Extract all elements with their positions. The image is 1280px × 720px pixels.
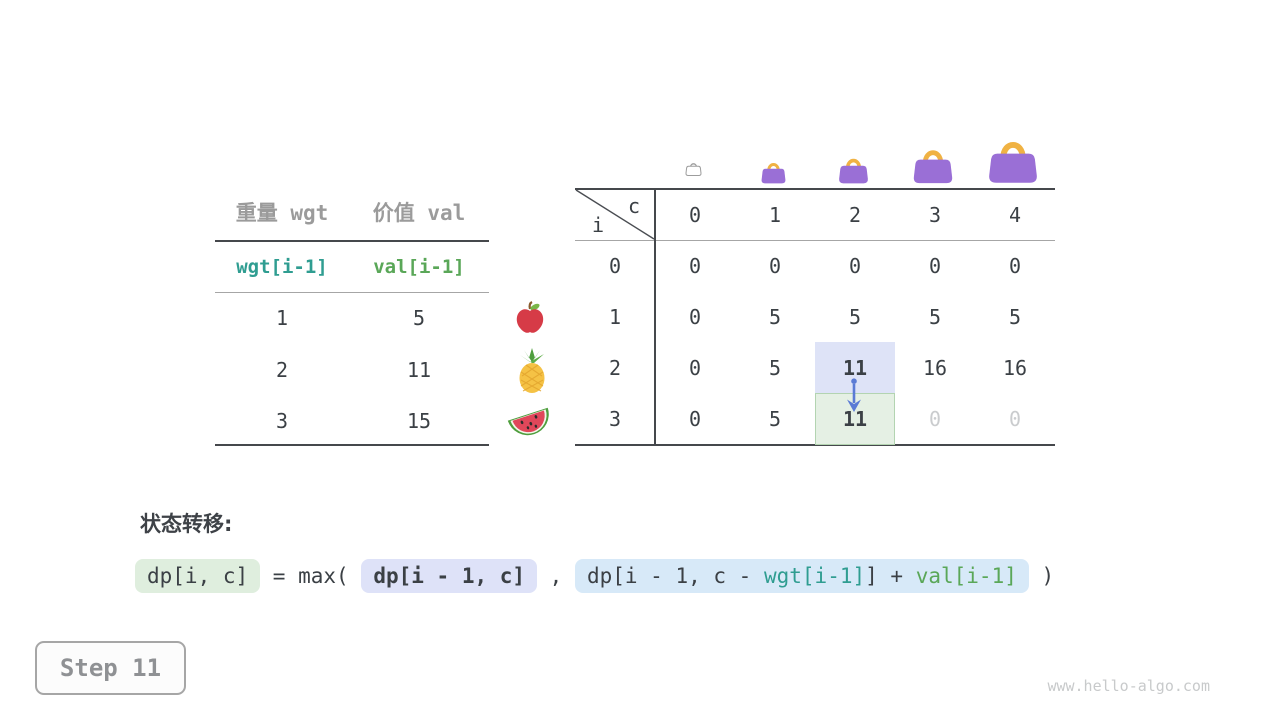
dp-row-label-3: 3: [608, 407, 622, 431]
dp-cell-0-2: 0: [848, 253, 862, 278]
dp-table-bottom-rule: [575, 444, 1055, 446]
corner-diagonal-line: [575, 189, 655, 240]
item-1-value: 5: [412, 306, 426, 330]
state-transition-label: 状态转移:: [140, 512, 233, 536]
items-index-val: val[i-1]: [373, 256, 465, 278]
items-index-wgt: wgt[i-1]: [236, 256, 328, 278]
items-table-header-rule: [215, 240, 489, 242]
bag-icon-capacity-2: [839, 158, 868, 184]
dp-col-header-1: 1: [768, 202, 782, 227]
dp-cell-2-2-source-highlight: 11: [815, 342, 895, 393]
dp-table-vertical-rule: [654, 189, 656, 445]
dp-cell-0-1: 0: [768, 253, 782, 278]
bag-icon-capacity-0: [685, 163, 702, 176]
formula-arg2-mid: ] +: [865, 564, 916, 588]
formula-arg2-prefix: dp[i - 1, c -: [586, 564, 764, 588]
dp-cell-2-3: 16: [922, 355, 948, 380]
items-col-header-value: 价值 val: [372, 201, 466, 225]
item-1-weight: 1: [275, 306, 289, 330]
item-3-weight: 3: [275, 409, 289, 433]
transition-arrow-icon: [847, 378, 861, 412]
pineapple-icon: [519, 348, 545, 393]
step-badge-label: Step 11: [59, 654, 162, 682]
watermelon-icon: [507, 407, 549, 436]
dp-table: c i 0 1 2 3 4 0 0 0 0 0 0 1 0 5 5 5 5 2 …: [575, 189, 1055, 445]
dp-cell-2-4: 16: [1002, 355, 1028, 380]
watermark-url: www.hello-algo.com: [1047, 677, 1210, 695]
dp-cell-3-0: 0: [688, 407, 702, 431]
dp-col-header-2: 2: [848, 202, 862, 227]
formula-closing-paren: ): [1028, 564, 1055, 588]
dp-col-header-3: 3: [928, 202, 942, 227]
corner-col-label: c: [627, 194, 640, 218]
dp-cell-1-3: 5: [928, 304, 942, 329]
item-2-weight: 2: [275, 358, 289, 382]
step-badge: Step 11: [35, 641, 186, 695]
dp-cell-1-2: 5: [848, 304, 862, 329]
corner-row-label: i: [592, 213, 605, 237]
dp-cell-1-0: 0: [688, 304, 702, 329]
dp-row-label-0: 0: [608, 253, 622, 278]
dp-row-label-1: 1: [608, 304, 622, 329]
dp-col-header-4: 4: [1008, 202, 1022, 227]
bag-icon-capacity-3: [913, 150, 953, 184]
formula-separator: ,: [537, 564, 575, 588]
items-table-bottom-rule: [215, 444, 489, 446]
state-transition-formula: dp[i, c] = max( dp[i - 1, c] , dp[i - 1,…: [135, 559, 1054, 593]
formula-equals-max: = max(: [260, 564, 362, 588]
formula-lhs: dp[i, c]: [135, 559, 261, 593]
dp-cell-0-0: 0: [688, 253, 702, 278]
dp-cell-3-2-target-highlight: 11: [815, 393, 895, 445]
dp-cell-0-4: 0: [1008, 253, 1022, 278]
items-table-mid-rule: [215, 292, 489, 293]
item-3-value: 15: [406, 409, 432, 433]
dp-cell-0-3: 0: [928, 253, 942, 278]
formula-arg2-wgt: wgt[i-1]: [763, 564, 866, 588]
dp-corner-cell: c i: [575, 189, 655, 240]
items-col-header-weight: 重量 wgt: [235, 201, 329, 225]
bag-icon-capacity-1: [761, 163, 786, 184]
apple-icon: [516, 301, 544, 333]
dp-cell-3-3: 0: [928, 407, 942, 431]
dp-col-header-0: 0: [688, 202, 702, 227]
formula-arg2-val: val[i-1]: [915, 564, 1017, 588]
dp-cell-2-0: 0: [688, 355, 702, 380]
formula-arg1: dp[i - 1, c]: [361, 559, 538, 593]
dp-cell-2-1: 5: [768, 355, 782, 380]
dp-table-top-rule: [575, 188, 1055, 190]
dp-cell-1-4: 5: [1008, 304, 1022, 329]
formula-arg2: dp[i - 1, c - wgt[i-1]] + val[i-1]: [574, 559, 1029, 593]
item-2-value: 11: [406, 358, 432, 382]
dp-cell-1-1: 5: [768, 304, 782, 329]
dp-row-label-2: 2: [608, 355, 622, 380]
dp-table-header-rule: [575, 240, 1055, 241]
dp-cell-3-1: 5: [768, 407, 782, 431]
bag-icon-capacity-4: [989, 142, 1037, 183]
dp-cell-3-4: 0: [1008, 407, 1022, 431]
